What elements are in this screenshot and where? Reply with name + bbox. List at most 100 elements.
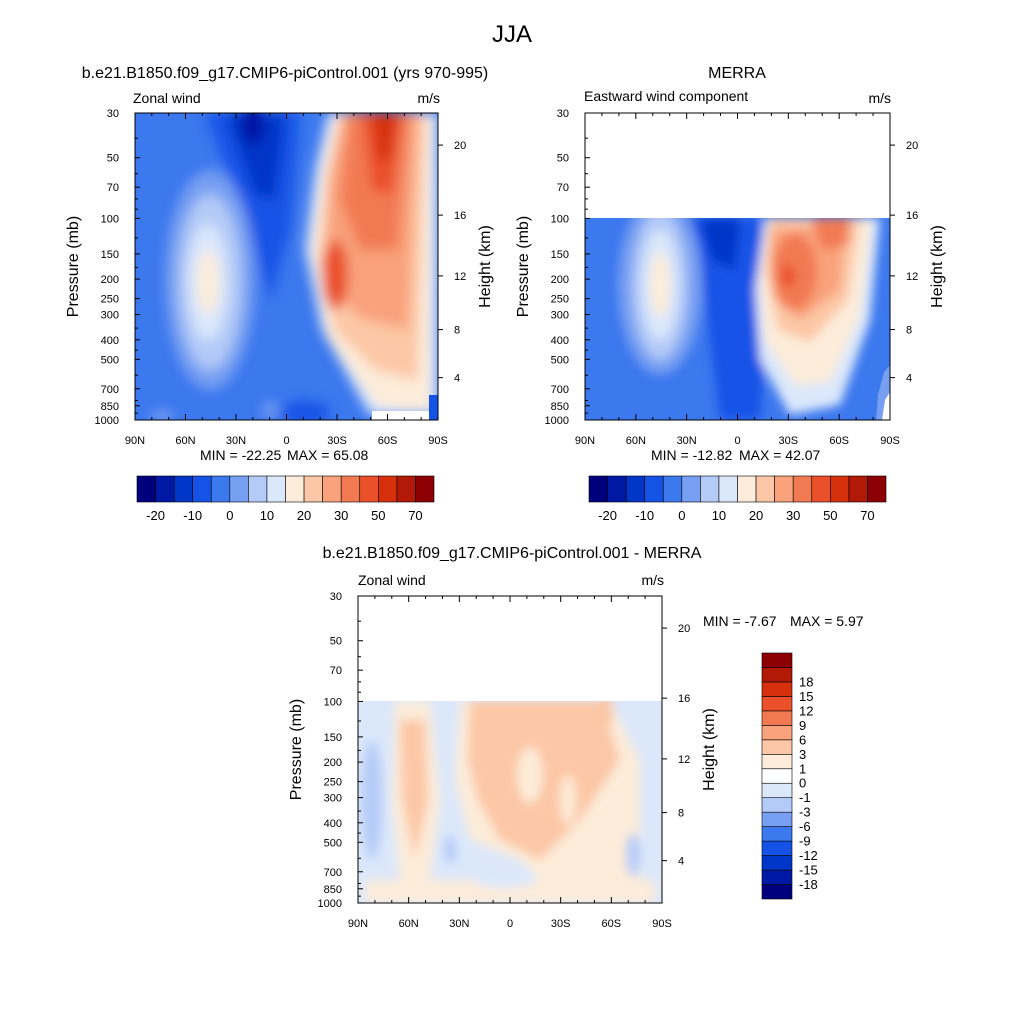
colorbar-swatch [761,652,793,668]
colorbar-swatch [229,475,249,503]
panel-obs-max: MAX = 42.07 [739,447,821,463]
colorbar-swatch [607,475,627,503]
pressure-tick-label: 700 [324,867,342,879]
height-axis-label: Height (km) [929,225,946,308]
colorbar-tick-label: 0 [799,776,806,791]
colorbar-tick-label: 70 [408,508,422,523]
panel-model-max: MAX = 65.08 [287,447,369,463]
panel-diff-units: m/s [641,572,664,588]
panel-model: b.e21.B1850.f09_g17.CMIP6-piControl.001 … [82,65,488,421]
panel-model-field [135,113,438,420]
colorbar-swatch [848,475,868,503]
pressure-tick-label: 850 [101,401,119,413]
latitude-tick-label: 60N [626,435,646,447]
pressure-tick-label: 300 [324,793,342,805]
panel-obs-units: m/s [868,90,891,106]
pressure-tick-label: 1000 [318,898,342,910]
colorbar-swatch [774,475,794,503]
height-axis-label: Height (km) [477,225,494,308]
pressure-tick-label: 400 [551,335,569,347]
colorbar-swatch [761,725,793,741]
colorbar-tick-label: 18 [799,674,813,689]
colorbar-swatch [588,475,608,503]
pressure-tick-label: 150 [101,249,119,261]
pressure-tick-label: 100 [324,696,342,708]
colorbar-tick-label: 0 [226,508,233,523]
colorbar-swatch [136,475,156,503]
colorbar-swatch [761,797,793,813]
colorbar-tick-label: -1 [799,790,811,805]
colorbar-swatch [761,855,793,871]
latitude-tick-label: 30S [551,918,571,930]
colorbar-tick-label: 50 [371,508,385,523]
panel-obs-axes: 30 50 70 100 150 200 250 300 400 500 700 850 1000 20 1… [515,108,946,447]
panel-diff-max: MAX = 5.97 [790,613,864,629]
latitude-tick-label: 30S [327,435,347,447]
latitude-tick-label: 60S [602,918,622,930]
colorbar-swatch [681,475,701,503]
colorbar-swatch [644,475,664,503]
colorbar-swatch [761,768,793,784]
axes-layer: 3050701001502002503004005007008501000201… [65,108,946,930]
colorbar-tick-label: 6 [799,732,806,747]
latitude-tick-label: 60N [175,435,195,447]
pressure-tick-label: 150 [324,732,342,744]
colorbar-tick-label: 70 [860,508,874,523]
height-tick-label: 16 [906,210,918,222]
colorbar-tick-label: 50 [823,508,837,523]
colorbar-swatch [761,826,793,842]
height-tick-label: 4 [454,373,460,385]
panel-diff-variable: Zonal wind [358,572,426,588]
colorbar-swatch [761,696,793,712]
latitude-tick-label: 90N [125,435,145,447]
colorbar-swatch [867,475,887,503]
latitude-tick-label: 0 [507,918,513,930]
colorbar-tick-label: -18 [799,877,818,892]
pressure-tick-label: 250 [101,294,119,306]
pressure-axis-label: Pressure (mb) [288,699,305,800]
latitude-tick-label: 60N [399,918,419,930]
colorbar-swatch [811,475,831,503]
colorbar-swatch [248,475,268,503]
pressure-tick-label: 50 [330,636,342,648]
colorbars-layer: -20 -10 0 10 20 30 50 70 -20 -10 0 10 20 30 50 70-18-15… [136,475,887,900]
colorbar-swatch [359,475,379,503]
pressure-tick-label: 100 [101,213,119,225]
colorbar-swatch [396,475,416,503]
pressure-tick-label: 500 [324,837,342,849]
panel-obs-field [585,218,890,420]
colorbar-tick-label: -12 [799,848,818,863]
pressure-axis-label: Pressure (mb) [65,216,82,317]
colorbar-swatch [755,475,775,503]
colorbar-tick-label: 12 [799,703,813,718]
height-tick-label: 16 [454,210,466,222]
pressure-tick-label: 30 [107,108,119,120]
colorbar-swatch [830,475,850,503]
colorbar-swatch [662,475,683,503]
height-tick-label: 16 [678,693,690,705]
pressure-tick-label: 700 [551,384,569,396]
panel-obs: MERRA Eastward wind component m/s [584,65,891,421]
height-tick-label: 12 [906,271,918,283]
latitude-tick-label: 30N [226,435,246,447]
colorbar-swatch [322,475,342,503]
pressure-tick-label: 1000 [545,415,569,427]
colorbar-swatch [700,475,720,503]
colorbar-swatch [761,667,793,683]
latitude-tick-label: 30N [677,435,697,447]
pressure-tick-label: 400 [324,818,342,830]
pressure-tick-label: 300 [101,310,119,322]
colorbar-tick-label: 20 [749,508,763,523]
colorbar-tick-label: 30 [786,508,800,523]
colorbar-swatch [192,475,212,503]
colorbar-swatch [761,739,793,755]
pressure-tick-label: 50 [107,153,119,165]
colorbar-tick-label: -20 [598,508,617,523]
pressure-tick-label: 300 [551,310,569,322]
colorbar-swatch [155,475,175,503]
colorbar-swatch [303,475,323,503]
latitude-tick-label: 0 [734,435,740,447]
colorbar-tick-label: 0 [678,508,685,523]
